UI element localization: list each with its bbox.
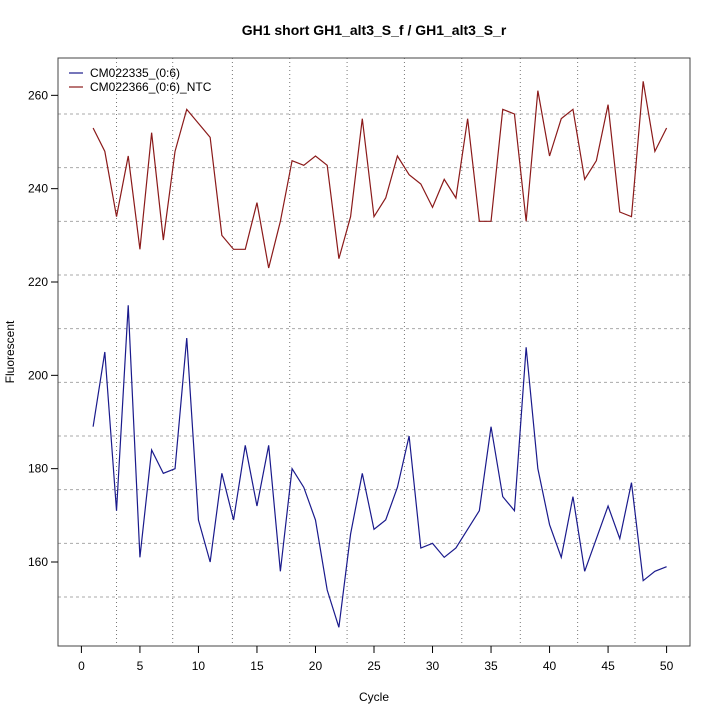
legend-label: CM022335_(0:6) <box>90 66 180 80</box>
x-tick-label: 25 <box>367 659 381 673</box>
legend: CM022335_(0:6)CM022366_(0:6)_NTC <box>69 66 212 94</box>
y-axis: 160 180 200 220 240 260 <box>28 88 58 569</box>
series-lines <box>92 81 668 628</box>
x-tick-label: 40 <box>543 659 557 673</box>
x-tick-label: 45 <box>601 659 615 673</box>
y-tick-label: 200 <box>28 368 48 382</box>
y-tick-label: 220 <box>28 275 48 289</box>
x-tick-label: 15 <box>250 659 264 673</box>
y-tick-label: 260 <box>28 88 48 102</box>
series-line-1 <box>92 81 668 269</box>
x-tick-label: 0 <box>78 659 85 673</box>
y-axis-label: Fluorescent <box>3 320 17 383</box>
x-tick-label: 10 <box>192 659 206 673</box>
x-tick-label: 30 <box>426 659 440 673</box>
x-tick-label: 35 <box>484 659 498 673</box>
x-tick-label: 50 <box>660 659 674 673</box>
legend-label: CM022366_(0:6)_NTC <box>90 80 212 94</box>
y-tick-label: 240 <box>28 182 48 196</box>
x-tick-label: 5 <box>137 659 144 673</box>
y-tick-label: 160 <box>28 555 48 569</box>
y-tick-label: 180 <box>28 462 48 476</box>
x-tick-label: 20 <box>309 659 323 673</box>
x-axis-label: Cycle <box>359 690 389 704</box>
chart-title: GH1 short GH1_alt3_S_f / GH1_alt3_S_r <box>242 22 507 38</box>
series-line-0 <box>92 305 667 628</box>
x-axis: 0 5 10 15 20 25 30 35 40 45 50 <box>78 646 674 673</box>
